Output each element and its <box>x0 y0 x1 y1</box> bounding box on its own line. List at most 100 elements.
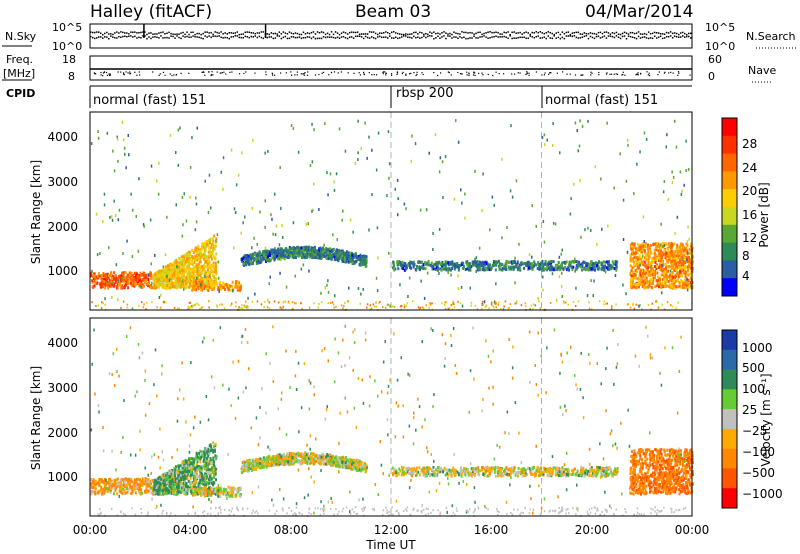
scatter-cell <box>570 197 572 201</box>
scatter-cell <box>460 285 463 289</box>
range-cell <box>202 280 204 284</box>
range-cell <box>679 260 682 263</box>
noise-sky-point <box>377 33 379 36</box>
range-cell <box>417 260 420 264</box>
range-cell <box>673 242 676 246</box>
range-cell <box>631 257 634 261</box>
range-cell <box>554 263 557 267</box>
scatter-cell <box>285 285 288 289</box>
ground-scatter-cell <box>635 303 638 306</box>
range-cell <box>181 271 184 275</box>
noise-sky-point <box>581 33 584 35</box>
noise-sky-point <box>545 32 547 34</box>
range-cell <box>638 279 641 283</box>
range-cell <box>483 263 486 267</box>
range-cell <box>648 262 651 266</box>
range-cell <box>615 265 618 269</box>
range-cell <box>178 273 181 277</box>
range-cell <box>365 264 368 268</box>
range-cell <box>229 288 232 292</box>
scatter-cell <box>103 203 106 207</box>
range-cell <box>657 275 660 279</box>
range-cell <box>188 280 190 284</box>
nave-point <box>556 72 558 74</box>
range-cell <box>631 245 633 249</box>
scatter-cell <box>531 255 533 259</box>
noise-search-point <box>118 35 120 38</box>
range-cell <box>300 248 303 252</box>
ground-scatter-cell <box>441 302 443 305</box>
noise-sky-point <box>435 32 437 35</box>
range-cell <box>641 256 644 260</box>
noise-search-point <box>603 35 606 37</box>
range-cell <box>152 276 155 280</box>
range-cell <box>208 270 211 274</box>
nave-point <box>481 72 483 74</box>
scatter-cell <box>302 263 305 267</box>
range-cell <box>180 262 183 266</box>
range-cell <box>348 255 350 258</box>
noise-search-point <box>274 37 277 39</box>
noise-search-point <box>409 36 411 39</box>
scatter-cell <box>690 284 692 288</box>
range-cell <box>664 268 667 271</box>
range-cell <box>173 281 176 285</box>
range-cell <box>127 280 130 284</box>
range-cell <box>644 249 646 253</box>
noise-sky-point <box>549 31 551 34</box>
scatter-cell <box>278 243 281 247</box>
noise-sky-point <box>481 33 483 36</box>
noise-search-point <box>605 37 608 39</box>
range-cell <box>361 262 364 266</box>
nave-point <box>562 71 564 73</box>
range-cell <box>338 254 341 258</box>
ground-scatter-cell <box>429 303 432 306</box>
noise-search-point <box>377 36 379 38</box>
noise-search-point <box>210 36 212 39</box>
noise-search-point <box>314 37 317 40</box>
noise-sky-point <box>130 31 132 33</box>
noise-sky-point <box>539 31 541 33</box>
range-cell <box>158 283 161 287</box>
range-cell <box>140 273 143 277</box>
scatter-cell <box>403 202 406 206</box>
noise-search-point <box>236 35 238 37</box>
scatter-cell <box>264 246 267 250</box>
nave-point <box>637 72 639 74</box>
range-cell <box>497 264 500 268</box>
range-cell <box>588 266 591 270</box>
range-cell <box>270 258 272 262</box>
range-cell <box>405 266 408 270</box>
range-cell <box>656 263 659 267</box>
noise-sky-point <box>393 31 395 33</box>
noise-sky-point <box>94 31 96 34</box>
range-cell <box>195 254 198 258</box>
range-cell <box>180 259 183 263</box>
range-cell <box>252 258 255 262</box>
range-cell <box>214 261 217 265</box>
scatter-cell <box>140 285 142 289</box>
ground-scatter-cell <box>485 304 488 307</box>
scatter-cell <box>600 177 602 181</box>
range-cell <box>340 256 343 260</box>
range-cell <box>220 285 223 289</box>
noise-search-point <box>433 38 435 40</box>
noise-sky-point <box>280 33 283 35</box>
range-cell <box>227 287 230 291</box>
range-cell <box>107 284 110 288</box>
noise-sky-point <box>336 32 339 34</box>
noise-search-point <box>226 37 228 39</box>
scatter-cell <box>125 166 127 170</box>
range-cell <box>100 277 103 281</box>
ground-scatter-cell <box>208 306 210 309</box>
range-cell <box>214 257 217 260</box>
range-cell <box>457 266 460 270</box>
range-cell <box>104 286 107 290</box>
ground-scatter-cell <box>417 306 420 309</box>
scatter-cell <box>111 218 114 222</box>
range-cell <box>285 253 288 257</box>
range-cell <box>671 273 674 277</box>
range-cell <box>648 284 651 288</box>
range-cell <box>644 264 647 268</box>
range-cell <box>144 276 147 279</box>
